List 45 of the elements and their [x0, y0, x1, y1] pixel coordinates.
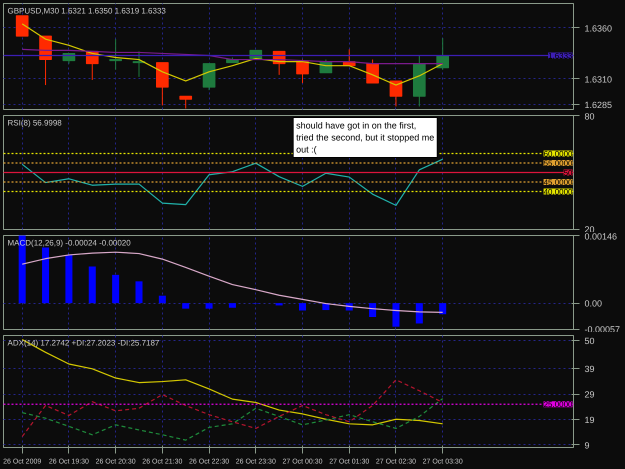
y-tick-label: 50	[584, 336, 595, 346]
bar	[206, 303, 213, 309]
line-series	[22, 398, 444, 441]
ref-line-label: 55.0000	[544, 159, 574, 168]
y-tick-label: 1.6310	[584, 74, 612, 84]
y-tick-label: 80	[584, 112, 595, 122]
line-series	[22, 379, 444, 438]
annotation: should have got in on the first, tried the second, but it stopped me out :(	[296, 120, 434, 154]
ref-line-label: 25.0000	[544, 400, 574, 410]
y-tick-label: 39	[584, 364, 595, 374]
bar	[228, 303, 236, 308]
bar	[88, 266, 96, 304]
bar	[299, 303, 306, 311]
ref-line-label: 60.0000	[544, 150, 574, 158]
bar	[182, 303, 190, 309]
bar	[42, 248, 50, 304]
y-tick-label: 0.00146	[584, 232, 618, 242]
bar	[416, 303, 423, 324]
y-tick-label: 1.6360	[584, 23, 612, 34]
line-series	[22, 252, 444, 313]
ref-line-label: 45.0000	[544, 178, 574, 187]
candlestick	[390, 80, 402, 107]
bar	[369, 303, 376, 317]
bar	[112, 274, 120, 304]
y-tick-label: 0.00	[584, 298, 602, 309]
candlestick	[179, 96, 192, 109]
text: GBPUSD,M30 1.6321 1.6350 1.6319 1.6333	[8, 6, 166, 16]
ref-line-label: 40.0000	[544, 188, 574, 196]
ref-line-label: 1.6333	[548, 51, 574, 60]
bar	[65, 254, 72, 304]
y-tick-label: 9	[584, 440, 590, 450]
candlestick	[109, 38, 122, 70]
candlestick	[296, 59, 309, 84]
chart-title: RSI(8) 56.9998	[8, 118, 62, 128]
bar	[135, 281, 142, 304]
bar	[158, 296, 166, 304]
y-tick-label: 19	[584, 415, 595, 425]
candlestick	[16, 15, 29, 37]
ref-line-label: 50	[564, 168, 574, 178]
bar	[439, 303, 446, 314]
candlestick	[202, 63, 216, 91]
line-series	[22, 158, 444, 206]
y-tick-label: 1.6285	[584, 100, 612, 110]
y-tick-label: 29	[584, 390, 595, 400]
bar	[392, 303, 400, 327]
